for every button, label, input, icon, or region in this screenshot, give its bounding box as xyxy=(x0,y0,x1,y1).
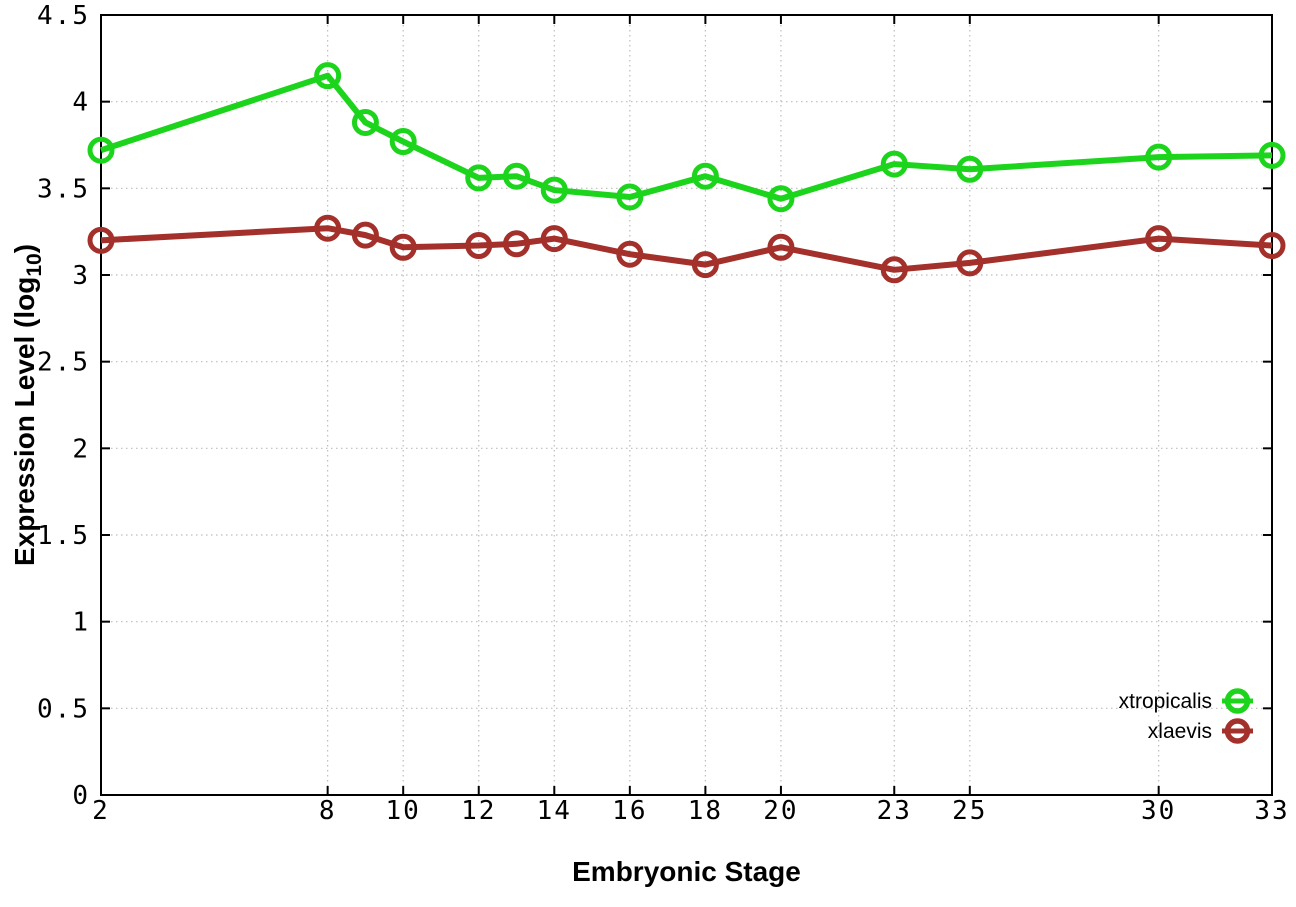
data-point-marker-xtropicalis xyxy=(87,136,115,164)
data-point-marker-xlaevis xyxy=(465,232,493,260)
data-point-marker-xtropicalis xyxy=(540,176,568,204)
y-axis-tick-label: 0 xyxy=(72,781,90,811)
data-point-marker-xtropicalis xyxy=(616,183,644,211)
y-axis-tick-label: 1.5 xyxy=(37,521,90,551)
y-axis-tick-label: 2.5 xyxy=(37,348,90,378)
legend-sample-marker-xlaevis xyxy=(1224,718,1251,744)
x-axis-tick-label: 14 xyxy=(537,796,572,826)
x-axis-tick-label: 10 xyxy=(386,796,421,826)
data-point-marker-xtropicalis xyxy=(314,62,342,90)
y-axis-tick-label: 4 xyxy=(72,88,90,118)
x-axis-tick-label: 12 xyxy=(461,796,496,826)
data-point-marker-xtropicalis xyxy=(389,128,417,156)
data-point-marker-xlaevis xyxy=(351,221,379,249)
y-axis-tick-label: 4.5 xyxy=(37,1,90,31)
data-point-marker-xtropicalis xyxy=(880,150,908,178)
data-point-marker-xlaevis xyxy=(503,230,531,258)
y-axis-tick-label: 1 xyxy=(72,608,90,638)
data-point-marker-xtropicalis xyxy=(956,155,984,183)
x-axis-tick-label: 33 xyxy=(1254,796,1289,826)
x-axis-tick-label: 30 xyxy=(1141,796,1176,826)
gridlines xyxy=(101,15,1272,795)
y-axis-tick-label: 0.5 xyxy=(37,694,90,724)
legend-label-xlaevis: xlaevis xyxy=(1148,720,1212,743)
x-tick-labels: 2 8 10 12 14 16 18 20 23 25 30 33 xyxy=(92,796,1289,826)
y-axis-tick-label: 3.5 xyxy=(37,174,90,204)
data-point-marker-xtropicalis xyxy=(351,108,379,136)
data-point-marker-xlaevis xyxy=(691,251,719,279)
data-point-marker-xlaevis xyxy=(880,256,908,284)
legend-entry-xtropicalis: xtropicalis xyxy=(1119,688,1253,714)
x-axis-tick-label: 25 xyxy=(952,796,987,826)
y-axis-tick-label: 3 xyxy=(72,261,90,291)
x-axis-tick-label: 23 xyxy=(877,796,912,826)
data-point-marker-xlaevis xyxy=(616,240,644,268)
legend: xtropicalis xlaevis xyxy=(1119,688,1253,744)
data-point-marker-xlaevis xyxy=(767,233,795,261)
data-point-marker-xlaevis xyxy=(1145,225,1173,253)
x-axis-tick-label: 2 xyxy=(92,796,110,826)
data-point-marker-xlaevis xyxy=(540,225,568,253)
x-axis-tick-label: 18 xyxy=(688,796,723,826)
data-point-marker-xtropicalis xyxy=(465,164,493,192)
data-point-marker-xlaevis xyxy=(1258,232,1286,260)
y-axis-tick-label: 2 xyxy=(72,434,90,464)
x-axis-tick-label: 8 xyxy=(319,796,337,826)
x-axis-title: Embryonic Stage xyxy=(572,856,801,887)
data-point-marker-xtropicalis xyxy=(691,162,719,190)
data-point-marker-xlaevis xyxy=(389,233,417,261)
tick-marks xyxy=(100,14,1273,796)
y-axis-title: Expression Level (log10) xyxy=(9,244,46,566)
data-point-marker-xtropicalis xyxy=(503,162,531,190)
x-axis-tick-label: 20 xyxy=(763,796,798,826)
legend-sample-marker-xtropicalis xyxy=(1224,688,1251,714)
x-axis-tick-label: 16 xyxy=(612,796,647,826)
legend-entry-xlaevis: xlaevis xyxy=(1148,718,1253,744)
legend-label-xtropicalis: xtropicalis xyxy=(1119,690,1212,713)
data-point-marker-xlaevis xyxy=(87,226,115,254)
series-xlaevis xyxy=(87,214,1286,284)
data-point-marker-xtropicalis xyxy=(1145,143,1173,171)
plot-border xyxy=(100,14,1273,796)
series-xtropicalis xyxy=(87,62,1286,213)
data-point-marker-xlaevis xyxy=(956,249,984,277)
data-point-marker-xtropicalis xyxy=(1258,141,1286,169)
data-point-marker-xtropicalis xyxy=(767,185,795,213)
y-tick-labels: 0 0.5 1 1.5 2 2.5 3 3.5 4 4.5 xyxy=(37,1,90,811)
data-point-marker-xlaevis xyxy=(314,214,342,242)
